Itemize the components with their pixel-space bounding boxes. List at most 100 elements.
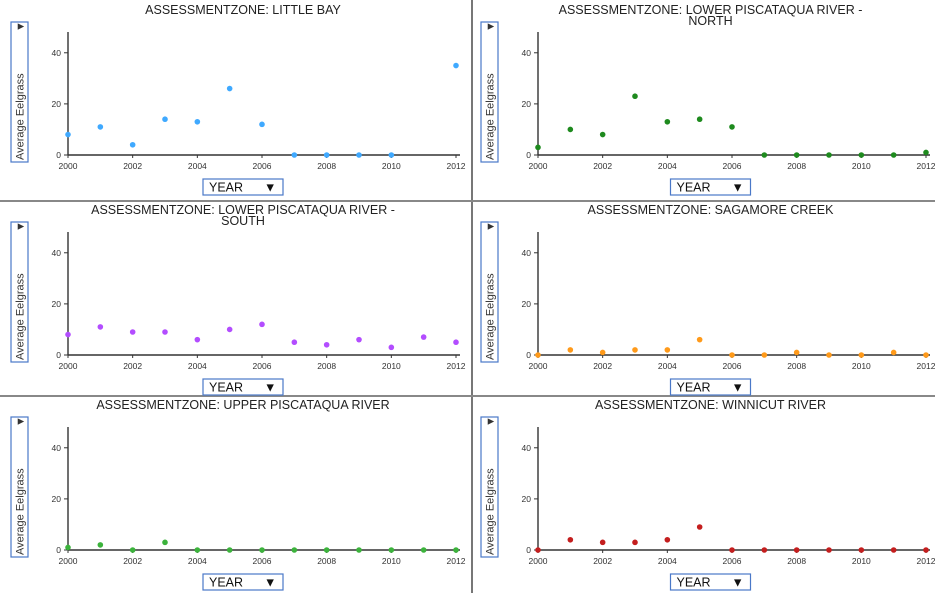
data-point [162,539,168,546]
x-tick-label: 2010 [852,161,871,171]
x-axis-label: YEAR [209,181,243,195]
x-axis-label-box[interactable] [202,378,284,396]
data-point [129,329,136,335]
x-axis-dropdown-icon[interactable]: ▼ [732,181,744,195]
data-point [259,321,265,328]
data-point [793,152,800,158]
y-tick-label: 40 [52,48,62,58]
y-tick-label: 20 [522,299,532,309]
x-tick-label: 2008 [787,556,806,566]
data-point [323,152,330,158]
data-point [696,116,703,123]
data-point [599,349,606,356]
x-axis-label-box[interactable] [202,573,284,591]
x-tick-label: 2002 [123,161,142,171]
y-axis-label-box[interactable] [480,416,499,558]
x-tick-label: 2012 [917,161,935,171]
data-point [323,547,330,553]
x-tick-label: 2006 [723,556,742,566]
x-tick-label: 2006 [253,161,272,171]
x-tick-label: 2000 [59,161,78,171]
x-tick-label: 2010 [382,556,401,566]
x-tick-label: 2000 [59,361,78,371]
data-point [599,539,606,546]
data-point [356,152,362,158]
y-axis-label-box[interactable] [10,221,29,363]
chart-panel: ASSESSMENTZONE: WINNICUT RIVER Average Ee… [480,398,935,591]
x-tick-label: 2004 [658,556,677,566]
data-point [599,131,606,138]
x-tick-label: 2002 [593,361,612,371]
y-axis-label-box[interactable] [480,21,499,163]
chart-title: ASSESSMENTZONE: LOWER PISCATAQUA RIVER - [559,3,863,17]
data-point [65,131,71,138]
y-tick-label: 20 [522,494,532,504]
y-tick-label: 0 [56,150,61,160]
data-point [632,539,638,546]
data-point [226,547,233,553]
y-axis-dropdown-icon[interactable]: ▼ [485,221,497,232]
x-tick-label: 2010 [382,161,401,171]
data-point [129,141,136,148]
x-tick-label: 2008 [317,161,336,171]
x-tick-label: 2008 [317,361,336,371]
data-point [194,118,201,125]
data-point [97,542,104,548]
y-tick-label: 40 [522,443,532,453]
data-point [453,339,459,346]
data-point [729,547,735,553]
chart-title: ASSESSMENTZONE: WINNICUT RIVER [595,398,826,412]
y-axis-dropdown-icon[interactable]: ▼ [15,221,27,232]
x-axis-label-box[interactable] [669,378,752,396]
data-point [923,149,929,156]
chart-title: NORTH [688,14,732,28]
y-axis-dropdown-icon[interactable]: ▼ [485,21,497,32]
y-axis-label-box[interactable] [480,221,499,363]
x-axis-dropdown-icon[interactable]: ▼ [264,381,276,395]
x-tick-label: 2008 [787,161,806,171]
y-axis-dropdown-icon[interactable]: ▼ [15,21,27,32]
data-point [826,352,832,358]
x-tick-label: 2006 [723,161,742,171]
x-axis-label-box[interactable] [202,178,284,196]
data-point [291,152,298,158]
data-point [793,349,800,356]
data-point [664,118,671,125]
x-tick-label: 2012 [917,361,935,371]
y-tick-label: 20 [522,99,532,109]
data-point [388,152,395,158]
data-point [664,536,671,543]
data-point [259,547,265,553]
data-point [567,347,574,353]
x-axis-dropdown-icon[interactable]: ▼ [732,576,744,590]
data-point [535,144,541,151]
x-axis-label-box[interactable] [669,178,752,196]
data-point [761,547,768,553]
y-axis-label: Average Eelgrass [15,468,27,555]
chart-panel: ASSESSMENTZONE: SAGAMORE CREEK Average Ee… [480,203,935,396]
x-axis-label: YEAR [677,181,711,195]
y-axis-dropdown-icon[interactable]: ▼ [485,416,497,427]
x-tick-label: 2002 [123,361,142,371]
x-tick-label: 2004 [188,361,207,371]
data-point [323,341,330,348]
x-axis-dropdown-icon[interactable]: ▼ [732,381,744,395]
chart-title: ASSESSMENTZONE: LITTLE BAY [145,3,341,17]
x-axis-dropdown-icon[interactable]: ▼ [264,181,276,195]
y-tick-label: 0 [56,545,61,555]
y-axis-label: Average Eelgrass [485,468,497,555]
chart-panel: ASSESSMENTZONE: LOWER PISCATAQUA RIVER -… [10,203,466,396]
y-axis-dropdown-icon[interactable]: ▼ [15,416,27,427]
x-axis-dropdown-icon[interactable]: ▼ [264,576,276,590]
x-tick-label: 2006 [253,556,272,566]
chart-title: ASSESSMENTZONE: SAGAMORE CREEK [588,203,835,217]
x-tick-label: 2004 [658,361,677,371]
y-axis-label-box[interactable] [10,21,29,163]
y-axis-label-box[interactable] [10,416,29,558]
data-point [923,547,929,553]
x-axis-label-box[interactable] [669,573,752,591]
data-point [356,547,362,553]
data-point [65,331,71,338]
